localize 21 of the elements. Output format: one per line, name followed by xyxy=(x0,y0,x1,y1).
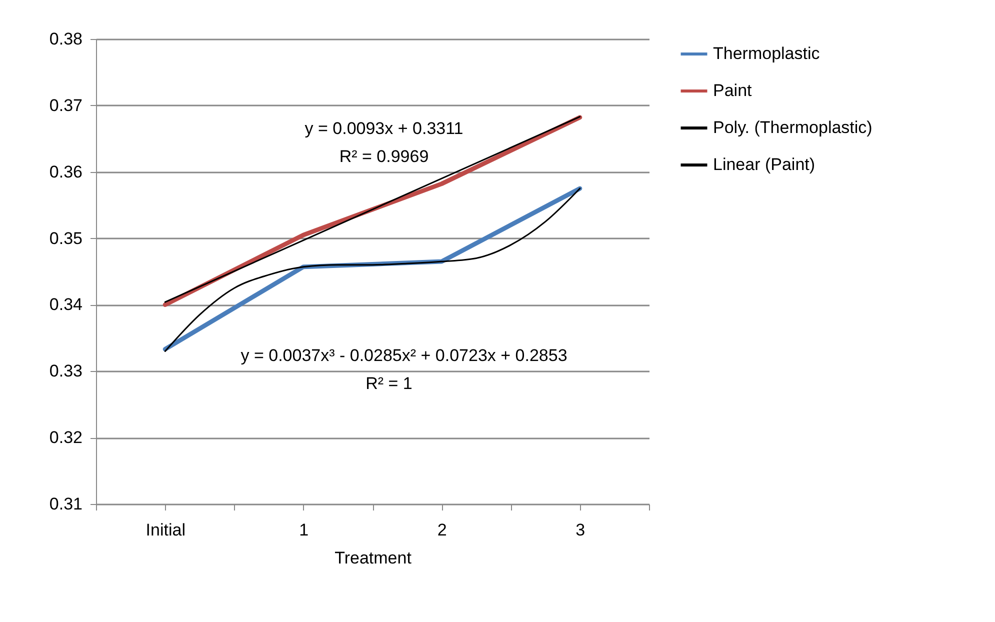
y-tick-label: 0.31 xyxy=(49,494,82,514)
x-tick-label: 1 xyxy=(299,520,309,540)
annotation: R² = 1 xyxy=(366,374,412,393)
annotation: R² = 0.9969 xyxy=(339,147,429,166)
y-tick-label: 0.38 xyxy=(49,30,82,48)
y-tick-label: 0.37 xyxy=(49,96,82,115)
x-axis-title: Treatment xyxy=(334,548,412,568)
legend-label: Paint xyxy=(713,81,752,100)
annotation: y = 0.0037x³ - 0.0285x² + 0.0723x + 0.2853 xyxy=(240,346,568,365)
y-tick-label: 0.35 xyxy=(49,228,82,248)
x-tick-label: 3 xyxy=(576,520,586,540)
annotation: y = 0.0093x + 0.3311 xyxy=(304,119,464,138)
y-tick-label: 0.33 xyxy=(49,362,82,381)
y-tick-label: 0.32 xyxy=(49,428,82,448)
legend-label: Linear (Paint) xyxy=(713,155,816,174)
x-tick-label: Initial xyxy=(146,520,186,540)
y-tick-label: 0.34 xyxy=(49,295,82,314)
legend-label: Poly. (Thermoplastic) xyxy=(713,118,872,137)
legend-label: Thermoplastic xyxy=(713,44,820,63)
x-tick-label: 2 xyxy=(437,520,447,540)
y-tick-label: 0.36 xyxy=(49,162,82,182)
